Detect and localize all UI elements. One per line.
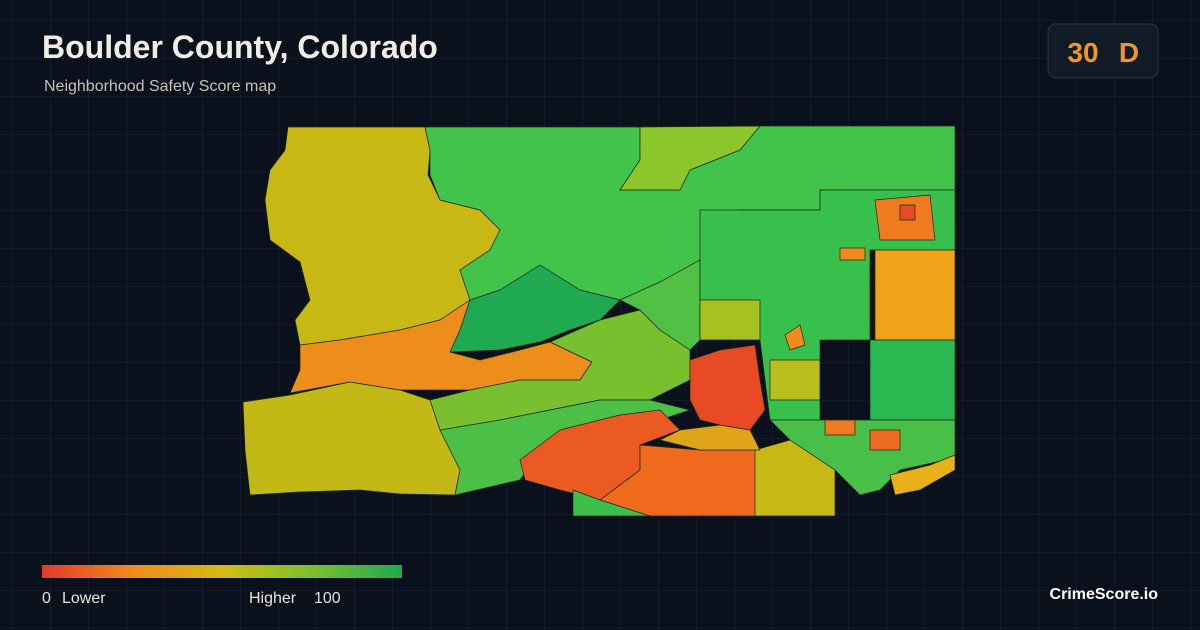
legend-max-label: Higher	[249, 590, 297, 607]
region	[899, 204, 916, 221]
region	[242, 381, 461, 496]
region	[869, 339, 956, 421]
region	[689, 344, 766, 431]
region	[824, 419, 856, 436]
title: Boulder County, Colorado	[42, 29, 438, 65]
legend-ramp	[42, 565, 402, 578]
region	[784, 324, 806, 351]
region	[769, 419, 956, 496]
region	[889, 454, 956, 496]
region	[769, 359, 821, 401]
score-grade: D	[1119, 37, 1139, 68]
region	[619, 125, 761, 191]
subtitle: Neighborhood Safety Score map	[44, 78, 276, 95]
score-badge	[1047, 23, 1159, 79]
choropleth-map	[242, 125, 956, 517]
region	[869, 429, 901, 451]
region	[754, 439, 836, 517]
region	[699, 299, 761, 341]
region	[572, 489, 651, 517]
region	[839, 247, 866, 261]
legend-min-label: Lower	[62, 590, 106, 607]
score-value: 30	[1067, 37, 1098, 68]
region	[449, 264, 621, 353]
legend-min: 0	[42, 590, 51, 607]
region	[874, 249, 956, 341]
legend-max: 100	[314, 590, 341, 607]
region	[619, 259, 701, 351]
brand: CrimeScore.io	[1050, 586, 1159, 603]
